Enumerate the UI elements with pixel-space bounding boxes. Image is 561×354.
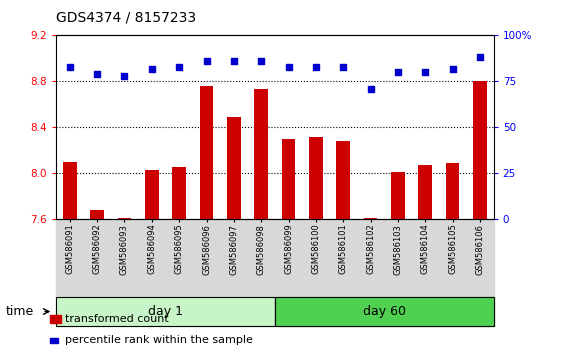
Point <box>476 55 485 60</box>
Bar <box>63 162 77 219</box>
Bar <box>254 90 268 219</box>
Bar <box>172 167 186 219</box>
Text: GDS4374 / 8157233: GDS4374 / 8157233 <box>56 11 196 25</box>
Point <box>65 64 74 69</box>
Point <box>202 58 211 64</box>
Bar <box>227 117 241 219</box>
Point <box>284 64 293 69</box>
Text: percentile rank within the sample: percentile rank within the sample <box>65 335 252 345</box>
Point <box>421 69 430 75</box>
Bar <box>282 139 296 219</box>
Bar <box>309 137 323 219</box>
Point <box>366 86 375 92</box>
Point <box>229 58 238 64</box>
Bar <box>473 81 487 219</box>
Point <box>148 66 157 72</box>
Point <box>120 73 129 79</box>
Bar <box>90 210 104 219</box>
Bar <box>419 165 432 219</box>
Bar <box>391 172 405 219</box>
Bar <box>145 170 159 219</box>
Bar <box>446 163 459 219</box>
Point <box>393 69 402 75</box>
Point <box>448 66 457 72</box>
Point <box>311 64 320 69</box>
Point <box>174 64 183 69</box>
Bar <box>364 218 378 219</box>
Text: time: time <box>6 305 34 318</box>
Text: day 60: day 60 <box>363 305 406 318</box>
Text: day 1: day 1 <box>148 305 183 318</box>
Point <box>93 71 102 77</box>
Point <box>339 64 348 69</box>
Bar <box>118 218 131 219</box>
Bar <box>200 86 213 219</box>
Point <box>257 58 266 64</box>
Bar <box>337 141 350 219</box>
Text: transformed count: transformed count <box>65 314 168 324</box>
